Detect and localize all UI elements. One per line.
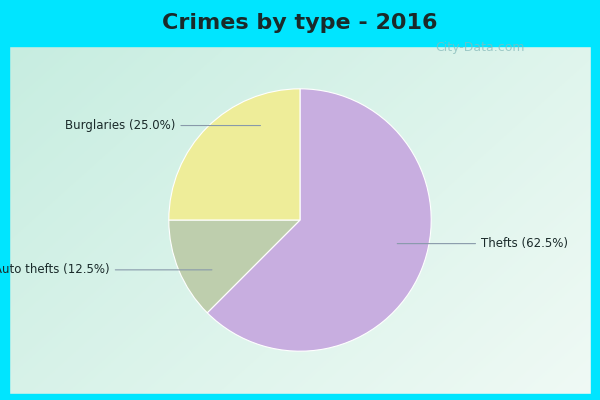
Wedge shape — [169, 220, 300, 313]
Bar — [0, 0, 600, 46]
Wedge shape — [207, 89, 431, 351]
Wedge shape — [169, 89, 300, 220]
Text: City-Data.com: City-Data.com — [435, 42, 525, 54]
Bar — [591, 0, 600, 400]
Text: Auto thefts (12.5%): Auto thefts (12.5%) — [0, 263, 212, 276]
Text: Crimes by type - 2016: Crimes by type - 2016 — [162, 13, 438, 33]
Text: Thefts (62.5%): Thefts (62.5%) — [397, 237, 568, 250]
Bar — [0, 0, 9, 400]
Bar — [0, 394, 600, 400]
Text: Burglaries (25.0%): Burglaries (25.0%) — [65, 119, 260, 132]
